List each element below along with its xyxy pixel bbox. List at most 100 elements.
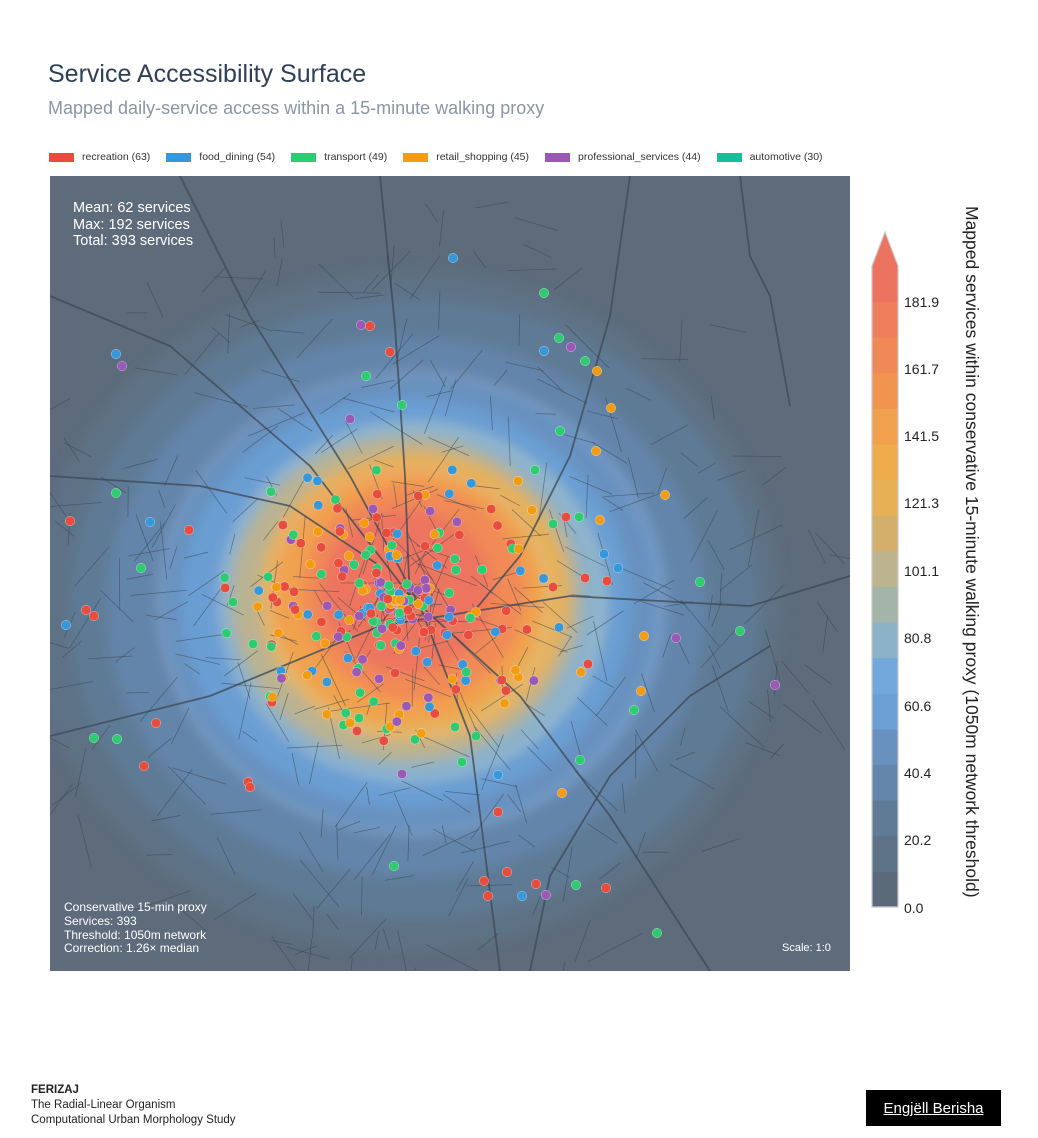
street (574, 770, 618, 811)
street (711, 601, 723, 627)
street (469, 707, 499, 748)
street (287, 744, 343, 749)
service-point (432, 560, 443, 571)
service-point (311, 631, 322, 642)
street (174, 903, 207, 932)
street (814, 532, 845, 565)
street (807, 529, 826, 564)
street (438, 210, 445, 247)
street (527, 746, 552, 772)
service-point (471, 731, 481, 741)
legend-swatch (49, 152, 74, 162)
street (238, 682, 252, 740)
service-point (391, 716, 402, 727)
street (599, 862, 621, 880)
street (279, 692, 289, 721)
street (657, 467, 668, 493)
service-point (629, 705, 639, 715)
street (135, 514, 154, 561)
street (481, 734, 504, 790)
street (312, 905, 315, 939)
service-point (319, 638, 330, 649)
service-point (81, 605, 91, 615)
colorbar-band (872, 372, 898, 409)
service-point (636, 686, 646, 696)
colorbar-tick-label: 20.2 (904, 832, 932, 848)
service-point (413, 491, 424, 502)
street (175, 653, 220, 665)
street (271, 936, 297, 971)
street (460, 841, 510, 854)
colorbar-band (872, 693, 898, 730)
street (635, 729, 659, 772)
street (595, 676, 627, 717)
street (719, 706, 766, 749)
accessibility-map[interactable] (50, 176, 850, 971)
surface-contour (269, 469, 551, 737)
legend-swatch (545, 152, 571, 162)
service-point (377, 623, 387, 634)
service-point (184, 525, 194, 535)
service-point (580, 356, 590, 366)
street (532, 895, 541, 916)
street (156, 768, 193, 817)
legend-label: transport (49) (324, 151, 388, 163)
street (514, 629, 568, 653)
street (353, 826, 380, 834)
street (709, 324, 747, 333)
service-point (394, 607, 405, 618)
stat-mean: Mean: 62 services (73, 200, 191, 216)
service-point (322, 600, 333, 611)
street (390, 245, 395, 288)
accessibility-surface (50, 271, 781, 951)
service-point (117, 361, 127, 371)
street (334, 781, 368, 828)
service-point (364, 532, 375, 542)
street (74, 546, 110, 587)
street (402, 548, 428, 559)
street (262, 521, 279, 541)
legend-item-food-dining: food_dining (54) (166, 151, 275, 163)
street (562, 961, 566, 971)
service-point (402, 605, 413, 616)
service-point (557, 788, 567, 798)
service-point (290, 604, 301, 615)
service-point (412, 585, 423, 596)
service-point (385, 347, 395, 357)
street (146, 853, 172, 856)
service-point (444, 488, 455, 499)
street (326, 914, 339, 930)
street (640, 600, 685, 616)
street (318, 263, 354, 298)
service-point (89, 733, 99, 743)
service-point (548, 519, 558, 529)
service-point (424, 701, 435, 712)
main-road (529, 645, 771, 971)
street (392, 335, 440, 365)
street (570, 720, 582, 760)
street (369, 411, 423, 445)
street (455, 860, 475, 892)
summary-stats: Mean: 62 services Max: 192 services Tota… (73, 200, 193, 250)
service-point (332, 503, 343, 514)
service-point (521, 624, 532, 635)
street (622, 783, 626, 813)
legend-item-retail-shopping: retail_shopping (45) (403, 151, 529, 163)
street (553, 267, 582, 291)
street (314, 590, 324, 607)
colorbar (871, 230, 899, 908)
main-road (739, 176, 791, 407)
street (576, 697, 608, 726)
street (253, 404, 296, 409)
colorbar-tick-label: 161.7 (904, 361, 940, 377)
service-point (454, 529, 465, 540)
street (470, 575, 494, 595)
author-link[interactable]: Engjëll Berisha (866, 1090, 1001, 1126)
service-point (554, 622, 564, 633)
colorbar-outline (871, 230, 899, 908)
street (701, 838, 740, 852)
street (625, 387, 652, 401)
scale-label: Scale: 1:0 (782, 942, 831, 954)
legend-item-professional-services: professional_services (44) (545, 151, 701, 163)
street (260, 369, 300, 383)
